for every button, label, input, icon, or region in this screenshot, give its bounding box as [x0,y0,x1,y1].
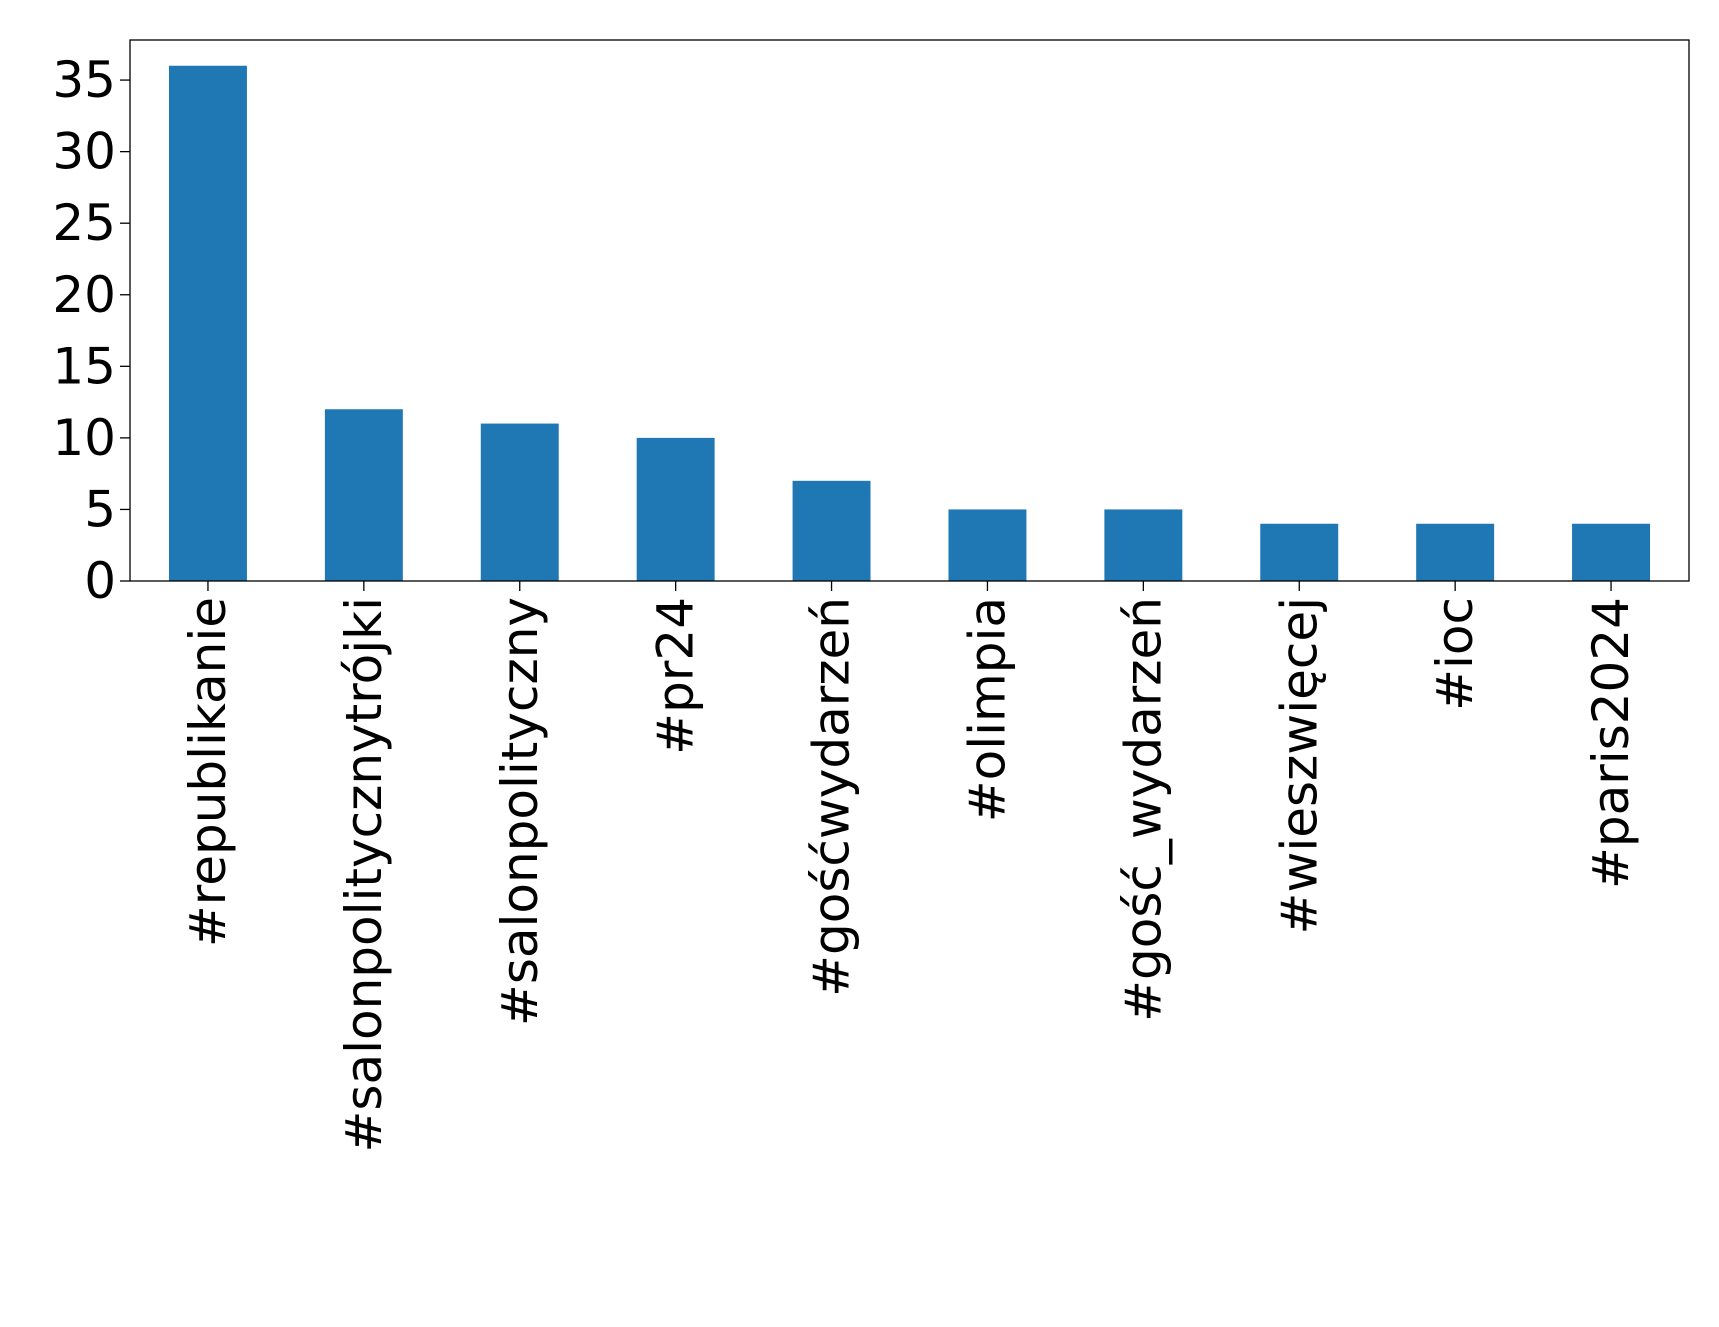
y-tick-label-3: 15 [52,337,116,395]
bar-1 [324,409,403,581]
y-tick-label-7: 35 [52,51,116,109]
bar-3 [636,437,715,581]
x-tick-label-0: #republikanie [179,597,237,947]
y-tick-label-1: 5 [84,480,116,538]
bars-layer [168,65,1651,581]
bar-2 [480,423,559,581]
y-tick-label-5: 25 [52,194,116,252]
y-tick-label-2: 10 [52,409,116,467]
y-tick-label-6: 30 [52,123,116,181]
x-tick-label-1: #salonpolitycznytrójki [335,597,393,1152]
x-tick-label-4: #gośćwydarzeń [803,597,861,997]
x-tick-label-8: #ioc [1426,597,1484,711]
x-axis: #republikanie #salonpolitycznytrójki #salo… [179,581,1640,1152]
x-tick-label-6: #gość_wydarzeń [1114,597,1172,1022]
bar-5 [948,509,1027,581]
bar-0 [168,65,247,581]
bar-4 [792,480,871,581]
x-tick-label-2: #salonpolityczny [491,597,549,1026]
x-tick-label-3: #pr24 [647,597,705,755]
bar-9 [1572,523,1651,581]
y-tick-label-4: 20 [52,266,116,324]
x-tick-label-7: #wieszwięcej [1270,597,1328,934]
bar-7 [1260,523,1339,581]
bar-8 [1416,523,1495,581]
x-tick-label-9: #paris2024 [1582,597,1640,889]
y-tick-label-0: 0 [84,552,116,610]
plot-frame [129,39,1690,582]
x-tick-label-5: #olimpia [958,597,1016,822]
bar-6 [1104,509,1183,581]
y-axis: 0 5 10 15 20 25 30 35 [52,51,130,610]
